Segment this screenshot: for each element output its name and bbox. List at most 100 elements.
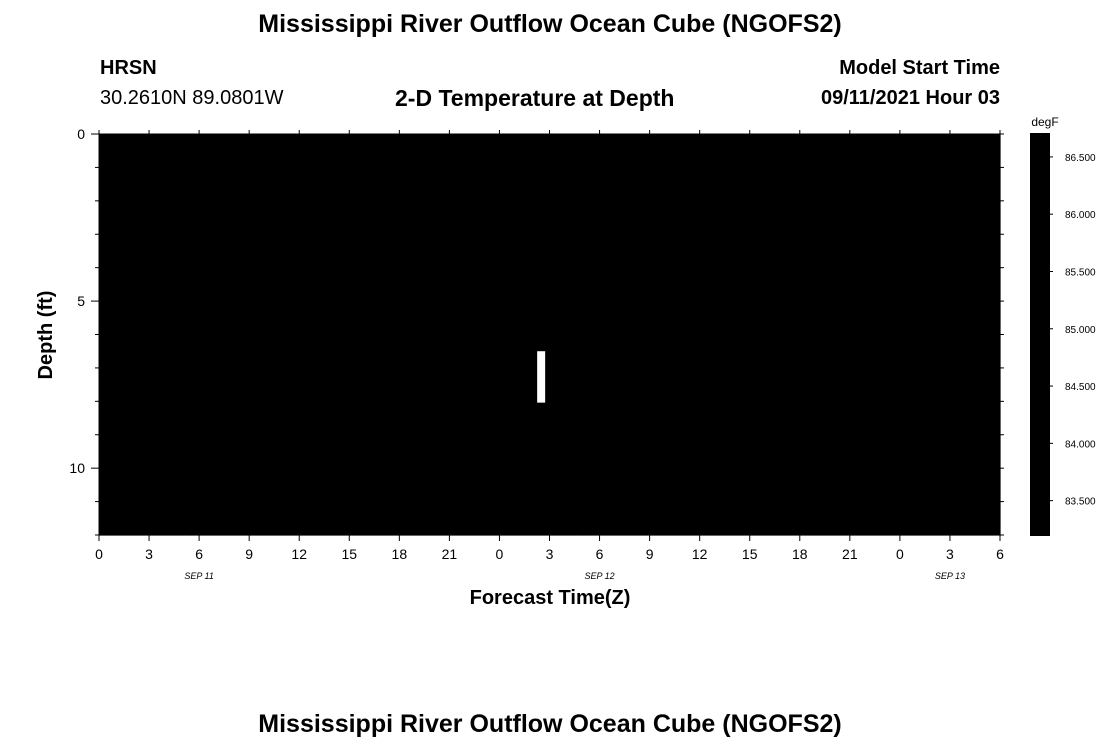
heatmap-cell [691,200,701,235]
x-tick-label: 6 [996,546,1004,562]
heatmap-cell [749,267,759,302]
heatmap-cell [165,468,175,503]
heatmap-cell [991,200,1001,235]
heatmap-cell [374,134,384,169]
heatmap-cell [482,301,492,336]
heatmap-cell [724,468,734,503]
heatmap-cell [849,367,859,402]
heatmap-cell [482,234,492,269]
heatmap-cell [432,401,442,436]
heatmap-cell [724,401,734,436]
heatmap-cell [107,167,117,202]
heatmap-cell [365,134,375,169]
colorbar-swatch [1031,250,1049,255]
x-tick-label: 12 [692,546,708,562]
heatmap-cell [783,301,793,336]
heatmap-cell [766,367,776,402]
heatmap-cell [699,501,709,536]
heatmap-cell [799,501,809,536]
heatmap-cell [783,167,793,202]
heatmap-cell [841,301,851,336]
heatmap-cell [699,134,709,169]
x-tick-label: 15 [341,546,357,562]
heatmap-cell [549,301,559,336]
heatmap-cell [966,234,976,269]
heatmap-cell [849,134,859,169]
heatmap-cell [282,134,292,169]
heatmap-cell [224,334,234,369]
colorbar-swatch [1031,257,1049,262]
colorbar-swatch [1031,471,1049,476]
heatmap-cell [883,334,893,369]
heatmap-cell [157,334,167,369]
heatmap-cell [808,468,818,503]
heatmap-cell [132,267,142,302]
heatmap-cell [841,234,851,269]
heatmap-cell [482,468,492,503]
heatmap-cell [516,134,526,169]
heatmap-cell [182,434,192,469]
heatmap-cell [749,200,759,235]
heatmap-cell [682,434,692,469]
heatmap-cell [199,401,209,436]
heatmap-cell [824,501,834,536]
heatmap-cell [607,401,617,436]
heatmap-cell [991,301,1001,336]
heatmap-cell [824,234,834,269]
heatmap-cell [240,267,250,302]
heatmap-cell [516,367,526,402]
heatmap-cell [182,401,192,436]
colorbar-swatch [1031,524,1049,529]
heatmap-cell [432,134,442,169]
heatmap-cell [199,434,209,469]
colorbar-swatch [1031,137,1049,142]
heatmap-cell [716,334,726,369]
heatmap-cell [416,468,425,503]
heatmap-cell [641,200,651,235]
heatmap-cell [949,434,959,469]
heatmap-cell [132,401,142,436]
heatmap-cell [958,267,968,302]
heatmap-cell [557,200,567,235]
heatmap-cell [657,334,667,369]
heatmap-cell [299,367,309,402]
heatmap-cell [174,334,184,369]
heatmap-cell [232,501,242,536]
heatmap-cell [491,200,501,235]
heatmap-cell [282,200,292,235]
heatmap-cell [132,234,142,269]
heatmap-cell [482,501,492,536]
heatmap-cell [407,267,417,302]
heatmap-cell [749,501,759,536]
heatmap-cell [349,301,359,336]
heatmap-cell [708,200,717,235]
heatmap-cell [224,367,234,402]
heatmap-cell [774,167,784,202]
heatmap-cell [924,334,934,369]
y-axis: 0 5 10 [69,126,1004,536]
heatmap-cell [382,134,392,169]
heatmap-cell [582,334,592,369]
heatmap-cell [632,134,642,169]
x-tick-label: 18 [792,546,808,562]
heatmap-cell [632,501,642,536]
heatmap-cell [165,167,175,202]
heatmap-cell [290,134,300,169]
heatmap-cell [783,401,793,436]
heatmap-cell [649,434,659,469]
heatmap-cell [215,434,225,469]
heatmap-cell [332,401,342,436]
heatmap-cell [699,267,709,302]
heatmap-cell [365,401,375,436]
heatmap-cell [607,234,617,269]
heatmap-cell [182,167,192,202]
heatmap-cell [549,468,559,503]
heatmap-cell [883,200,893,235]
heatmap-cell [165,301,175,336]
heatmap-cell [733,501,742,536]
heatmap-cell [115,134,125,169]
heatmap-cell [407,334,417,369]
colorbar-swatch [1031,167,1049,172]
heatmap-cell [858,200,868,235]
heatmap-cell [449,301,459,336]
